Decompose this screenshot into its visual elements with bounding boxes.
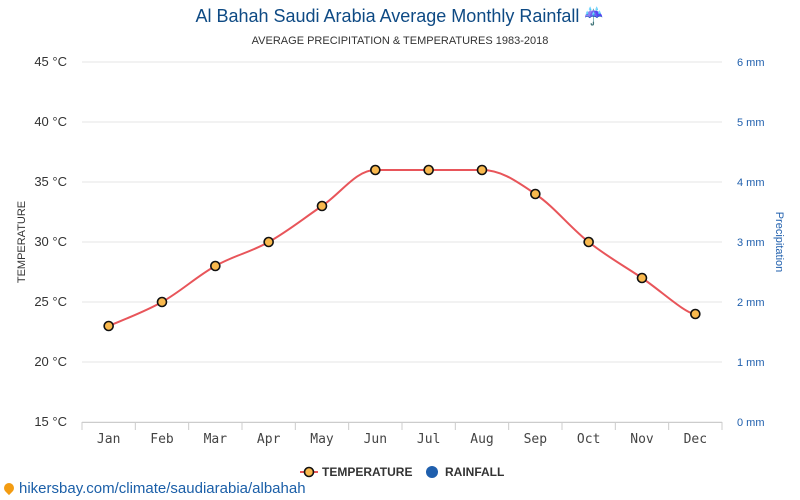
right-tick-label: 5 mm bbox=[737, 117, 765, 129]
x-tick-label: Dec bbox=[684, 432, 707, 447]
x-tick-label: Mar bbox=[204, 432, 228, 447]
temperature-point bbox=[423, 164, 434, 176]
chart-subtitle: AVERAGE PRECIPITATION & TEMPERATURES 198… bbox=[251, 35, 549, 47]
legend-rainfall-marker bbox=[426, 466, 438, 478]
left-tick-label: 20 °C bbox=[34, 354, 67, 369]
right-tick-label: 0 mm bbox=[737, 417, 765, 429]
umbrella-rain-icon: ☔ bbox=[583, 7, 605, 26]
left-tick-label: 35 °C bbox=[34, 174, 67, 189]
chart-title-text: Al Bahah Saudi Arabia Average Monthly Ra… bbox=[195, 6, 580, 26]
right-tick-label: 4 mm bbox=[737, 177, 765, 189]
left-tick-label: 25 °C bbox=[34, 294, 67, 309]
source-url: hikersbay.com/climate/saudiarabia/albaha… bbox=[19, 480, 306, 497]
left-tick-label: 45 °C bbox=[34, 54, 67, 69]
x-tick-label: Jul bbox=[417, 432, 440, 447]
temperature-point bbox=[316, 200, 328, 212]
temperature-point bbox=[103, 320, 114, 332]
temperature-point bbox=[370, 164, 381, 176]
temperature-point bbox=[583, 236, 594, 248]
legend-temperature-label: TEMPERATURE bbox=[322, 465, 412, 479]
temperature-point bbox=[476, 164, 488, 176]
temperature-point bbox=[210, 260, 221, 272]
x-tick-label: May bbox=[310, 432, 334, 447]
left-tick-label: 30 °C bbox=[34, 234, 67, 249]
right-tick-label: 3 mm bbox=[737, 237, 765, 249]
chart-title: Al Bahah Saudi Arabia Average Monthly Ra… bbox=[0, 6, 800, 27]
right-tick-label: 6 mm bbox=[737, 57, 765, 69]
temperature-point bbox=[636, 272, 648, 284]
x-tick-label: Jan bbox=[97, 432, 120, 447]
temperature-point bbox=[156, 296, 168, 308]
x-tick-label: Aug bbox=[470, 432, 493, 447]
map-pin-icon bbox=[1, 480, 17, 496]
source-link[interactable]: hikersbay.com/climate/saudiarabia/albaha… bbox=[1, 480, 306, 497]
temperature-line bbox=[108, 169, 696, 327]
left-axis-title: TEMPERATURE bbox=[16, 201, 28, 283]
x-tick-label: Sep bbox=[524, 432, 548, 447]
x-tick-label: Feb bbox=[150, 432, 174, 447]
right-axis-title: Precipitation bbox=[773, 212, 785, 273]
x-tick-label: Oct bbox=[577, 432, 600, 447]
temperature-point bbox=[530, 188, 541, 200]
x-tick-label: Jun bbox=[364, 432, 387, 447]
x-tick-label: Nov bbox=[630, 432, 654, 447]
temperature-point bbox=[263, 236, 274, 248]
x-tick-label: Apr bbox=[257, 432, 281, 447]
temperature-point bbox=[690, 308, 701, 320]
left-tick-label: 15 °C bbox=[34, 414, 67, 429]
legend-rainfall-label: RAINFALL bbox=[445, 465, 504, 479]
left-tick-label: 40 °C bbox=[34, 114, 67, 129]
right-tick-label: 1 mm bbox=[737, 357, 765, 369]
legend-temperature-marker bbox=[303, 466, 315, 478]
right-tick-label: 2 mm bbox=[737, 297, 765, 309]
